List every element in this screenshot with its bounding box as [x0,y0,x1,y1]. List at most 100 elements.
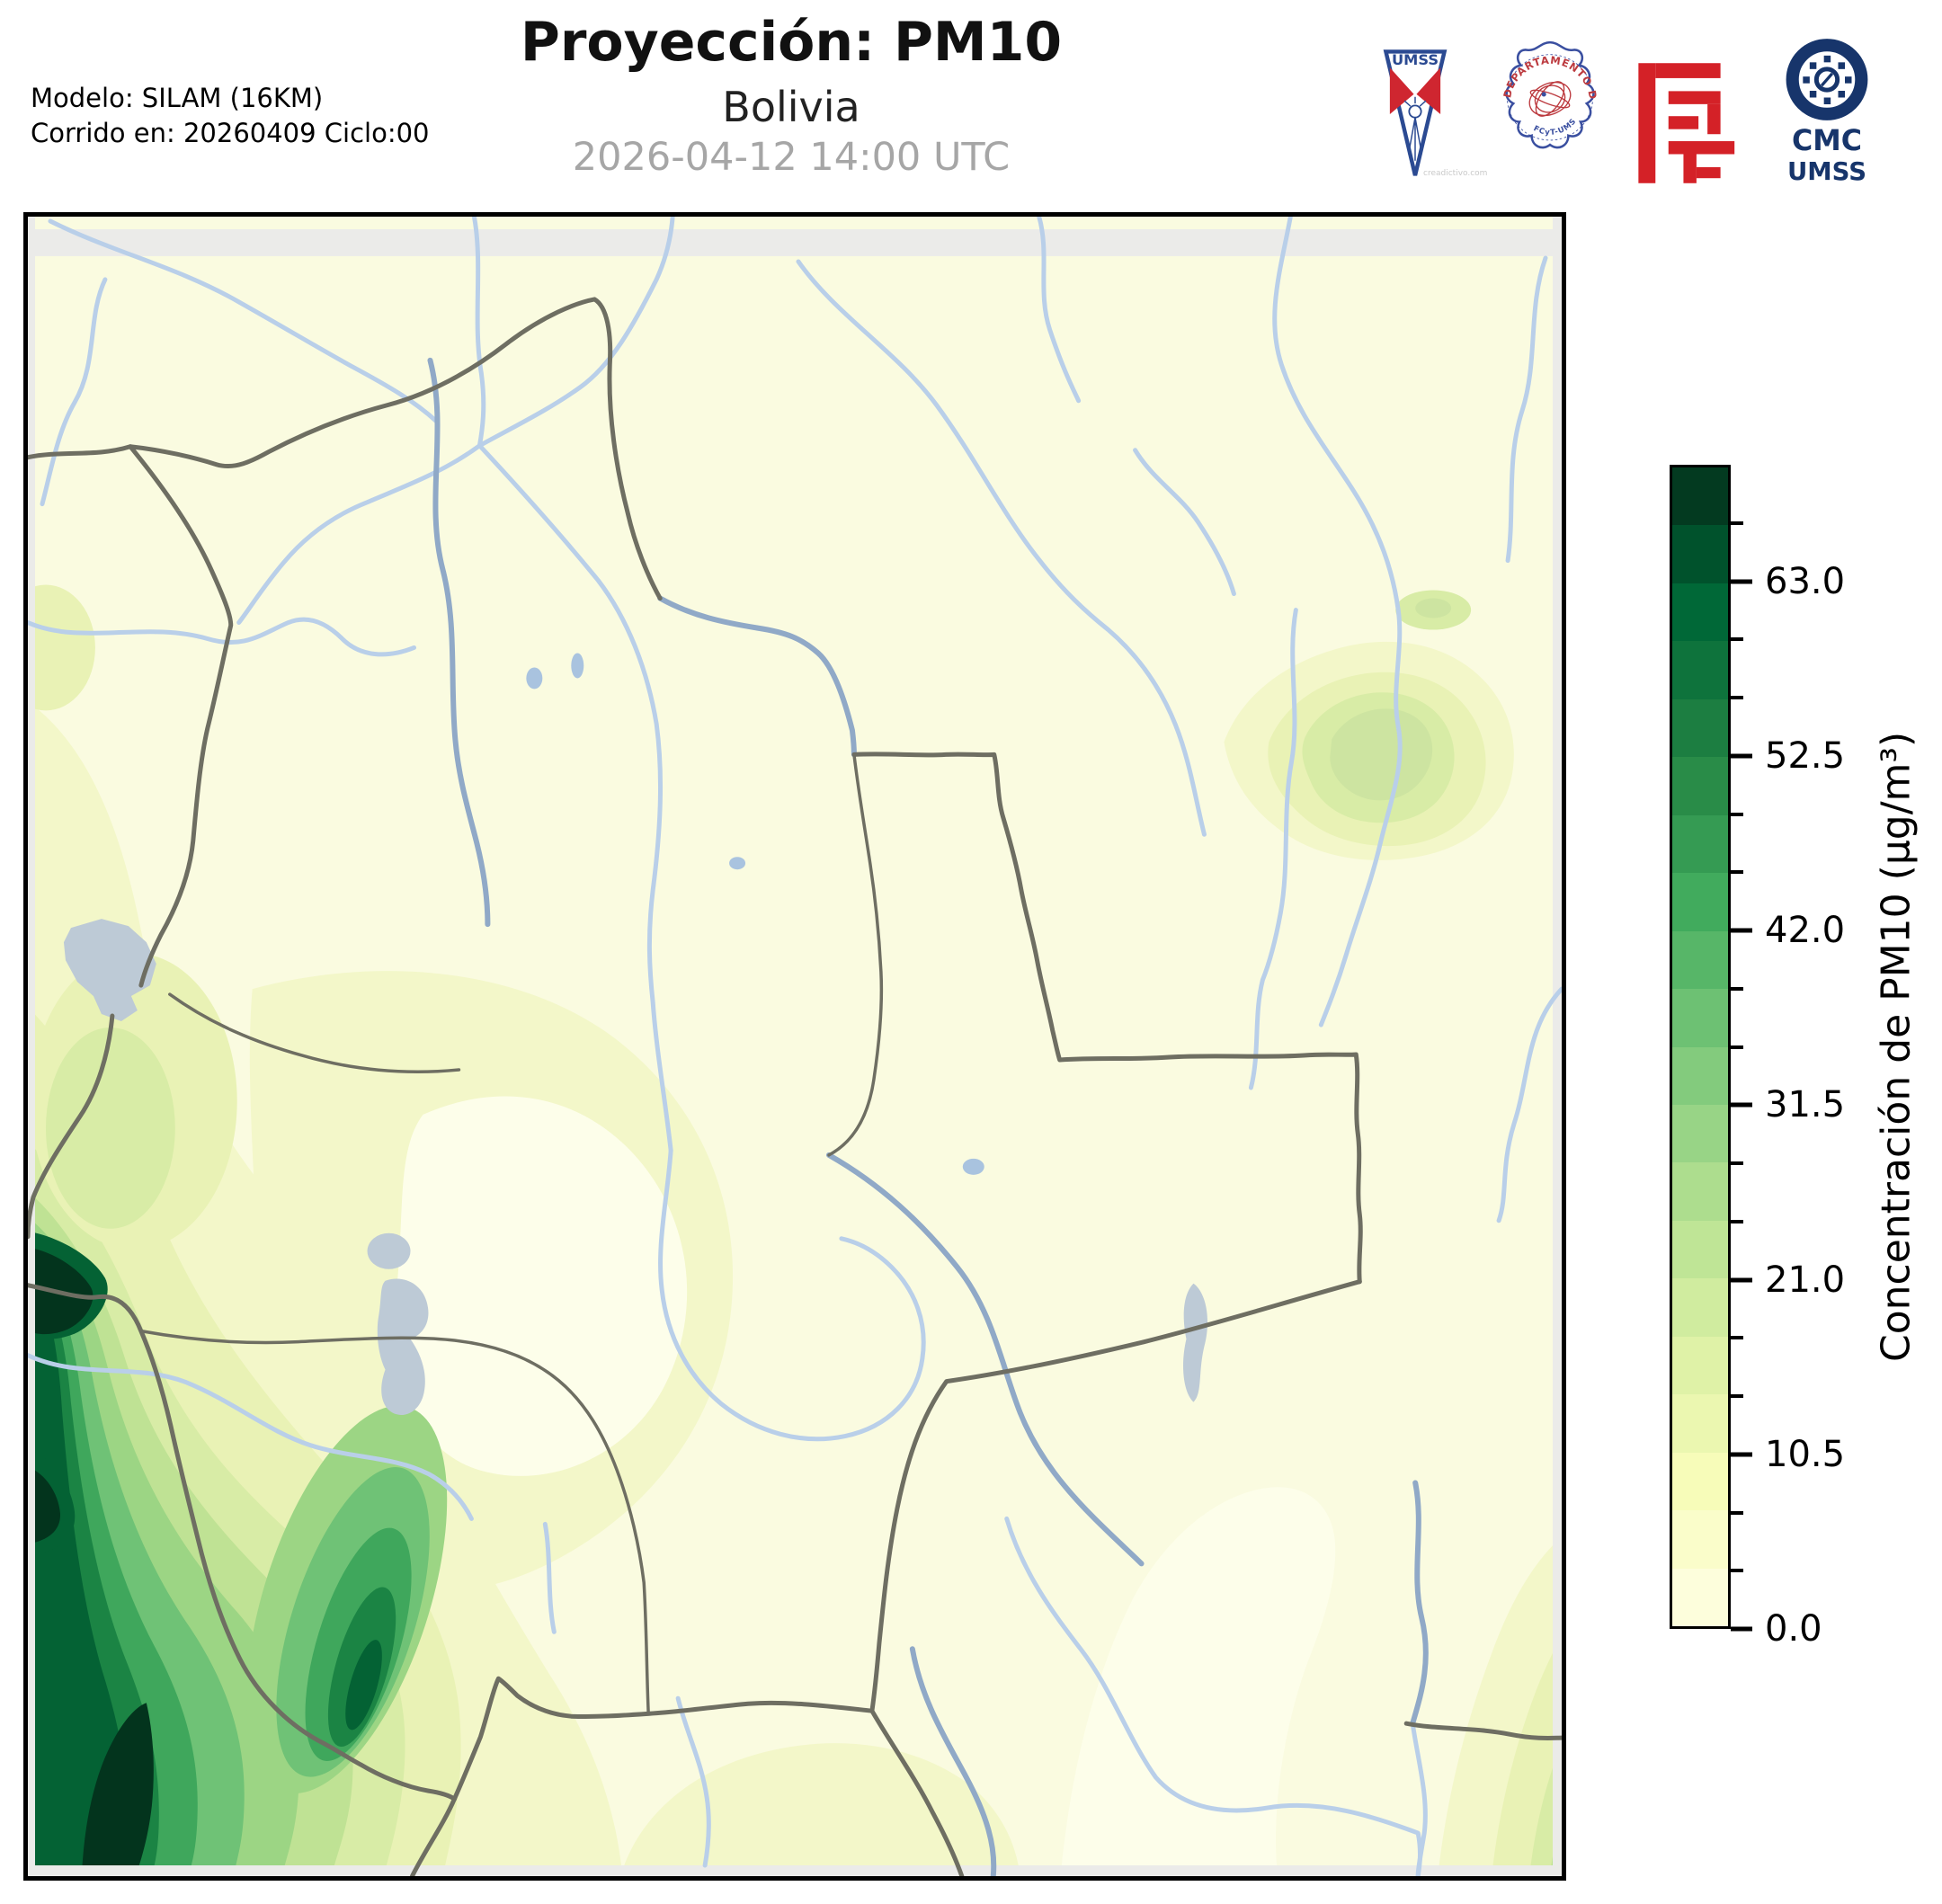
bolivia-pm10-map [28,217,1562,1876]
colorbar-tick-label: 0.0 [1765,1608,1822,1650]
colorbar-major-tick [1731,579,1752,583]
cmc-slash [1820,72,1834,87]
ridge-contour-5 [345,1640,382,1731]
colorbar-minor-tick [1731,520,1743,525]
colorbar-minor-tick [1731,696,1743,699]
colorbar-minor-tick [1731,1510,1743,1515]
colorbar-band [1672,1162,1728,1221]
colorbar [1670,465,1731,1629]
colorbar-band [1672,1336,1728,1395]
colorbar-band [1672,698,1728,758]
colorbar-band [1672,873,1728,931]
domain-edge-left [28,217,35,1876]
page-title: Proyección: PM10 [520,11,1063,74]
colorbar-band [1672,1394,1728,1453]
colorbar-major-tick [1731,1102,1752,1108]
cmc-ring [1786,39,1868,120]
seal-globe-dot [1541,92,1546,97]
colorbar-band [1672,467,1728,526]
colorbar-tick-label: 63.0 [1765,560,1846,602]
colorbar-tick-label: 21.0 [1765,1259,1846,1301]
fcyt-glyph [1638,63,1735,183]
umss-label: UMSS [1392,51,1439,68]
spot-small-core [1415,598,1452,618]
rivers [28,217,1562,1876]
seal-globe-icon [1528,81,1572,117]
pennant-emblem [1408,104,1422,119]
pennant-red-left [1389,67,1414,114]
lake-coipasa [367,1232,411,1269]
colorbar-tick-label: 10.5 [1765,1433,1846,1475]
small-lake [962,1158,984,1175]
colorbar-minor-tick [1731,870,1743,875]
model-line2: Corrido en: 20260409 Ciclo:00 [31,118,430,149]
altiplano-green [45,1028,175,1229]
lake-titicaca [63,919,156,1022]
pennant-rays [1403,96,1427,161]
colorbar-minor-tick [1731,1336,1743,1340]
department-borders [139,752,884,1715]
cmc-umss-logo: CMC UMSS [1786,39,1868,186]
altiplano-green [28,584,95,711]
domain-edge-bottom [28,1865,1562,1876]
colorbar-tick-label: 31.5 [1765,1084,1846,1126]
colorbar-band [1672,1104,1728,1163]
page-subtitle: Bolivia [722,83,860,131]
colorbar-major-tick [1731,1626,1752,1632]
border-rivers [427,357,1429,1876]
colorbar-major-tick [1731,928,1752,933]
seal-scalloped-border [1505,40,1595,149]
cmc-text-1: CMC [1792,125,1862,157]
lake-southeast [1183,1283,1208,1402]
pennant-red-right [1416,67,1441,114]
colorbar-minor-tick [1731,637,1743,642]
colorbar-band [1672,525,1728,583]
fcyt-red-logo [1638,63,1735,183]
colorbar-minor-tick [1731,1219,1743,1223]
contour-bottom-center [620,1743,1020,1876]
watermark-text: creadictivo.com [1423,169,1488,178]
colorbar-axis-label: Concentración de PM10 (µg/m³) [1873,731,1920,1363]
cmc-text-2: UMSS [1787,157,1866,186]
colorbar-minor-tick [1731,1569,1743,1573]
colorbar-band [1672,1568,1728,1627]
colorbar-band [1672,583,1728,642]
colorbar-minor-tick [1731,1045,1743,1049]
hotspot-core-3 [81,1703,154,1876]
fisica-seal-logo: DEPARTAMENTO DE FÍSICA FCyT-UMSS [1484,27,1599,149]
model-info: Modelo: SILAM (16KM) Corrido en: 2026040… [31,81,430,151]
colorbar-band [1672,814,1728,874]
colorbar-band [1672,1046,1728,1105]
colorbar-major-tick [1731,1277,1752,1282]
colorbar-tick-label: 42.0 [1765,910,1846,951]
colorbar-minor-tick [1731,1394,1743,1398]
cmc-gear-icon [1803,55,1852,104]
colorbar-minor-tick [1731,986,1743,991]
colorbar-band [1672,1278,1728,1337]
seal-dotted-circle [1506,54,1594,141]
colorbar-minor-tick [1731,812,1743,816]
small-lake [729,857,746,870]
map-panel [23,212,1566,1881]
colorbar-major-tick [1731,1452,1752,1457]
colorbar-ticks: 63.0 52.5 42.0 31.5 21.0 10.5 0.0 [1731,465,1938,1650]
hotspot-core-2 [28,1466,61,1544]
domain-edge-top [28,228,1562,256]
colorbar-minor-tick [1731,1161,1743,1165]
colorbar-band [1672,1452,1728,1511]
colorbar-band [1672,989,1728,1047]
country-borders [28,297,1562,1876]
contour-white-patch [394,1096,688,1476]
colorbar-band [1672,641,1728,699]
small-lake [526,667,543,690]
forecast-datetime: 2026-04-12 14:00 UTC [572,135,1011,180]
domain-edge-right [1553,217,1562,1876]
model-line1: Modelo: SILAM (16KM) [31,83,324,113]
colorbar-band [1672,1220,1728,1279]
andes-contour-9 [28,1272,128,1876]
colorbar-band [1672,930,1728,990]
colorbar-band [1672,1510,1728,1569]
colorbar-bands [1672,467,1728,1627]
small-lake [571,653,584,679]
